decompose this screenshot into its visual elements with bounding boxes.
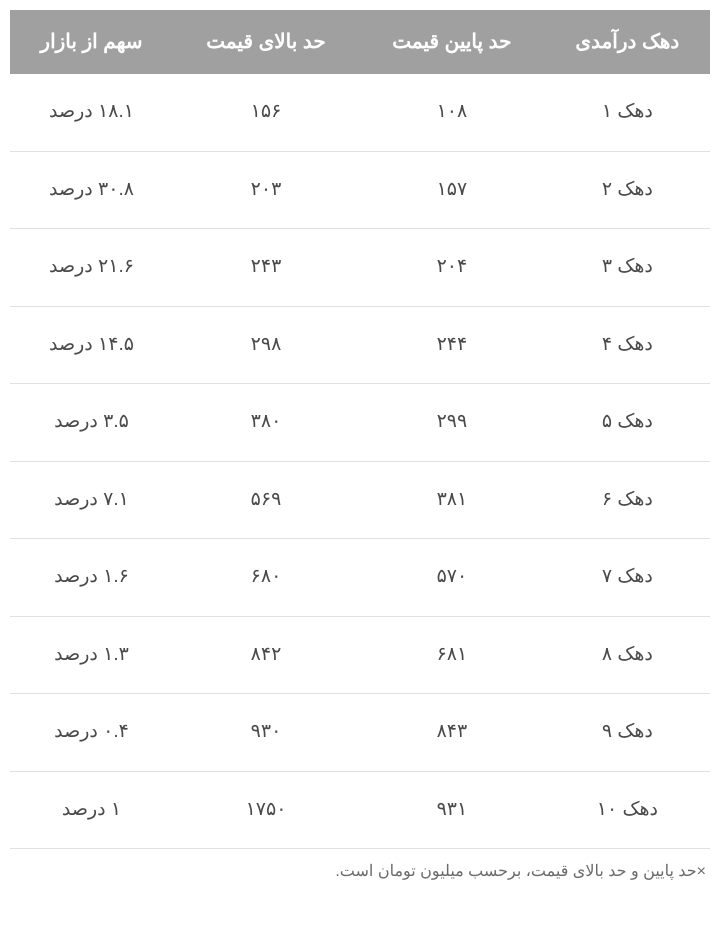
cell-share: ۷.۱ درصد	[10, 461, 173, 539]
cell-high: ۱۷۵۰	[173, 771, 359, 849]
col-market-share: سهم از بازار	[10, 10, 173, 74]
cell-share: ۰.۴ درصد	[10, 694, 173, 772]
col-decile: دهک درآمدی	[545, 10, 710, 74]
table-row: دهک ۶ ۳۸۱ ۵۶۹ ۷.۱ درصد	[10, 461, 710, 539]
table-row: دهک ۳ ۲۰۴ ۲۴۳ ۲۱.۶ درصد	[10, 229, 710, 307]
cell-low: ۹۳۱	[359, 771, 545, 849]
cell-decile: دهک ۳	[545, 229, 710, 307]
table-row: دهک ۸ ۶۸۱ ۸۴۲ ۱.۳ درصد	[10, 616, 710, 694]
cell-low: ۲۴۴	[359, 306, 545, 384]
cell-share: ۱۴.۵ درصد	[10, 306, 173, 384]
cell-share: ۱.۶ درصد	[10, 539, 173, 617]
cell-high: ۶۸۰	[173, 539, 359, 617]
cell-decile: دهک ۱	[545, 74, 710, 151]
cell-share: ۳۰.۸ درصد	[10, 151, 173, 229]
cell-low: ۶۸۱	[359, 616, 545, 694]
cell-low: ۱۰۸	[359, 74, 545, 151]
col-low-price: حد پایین قیمت	[359, 10, 545, 74]
col-high-price: حد بالای قیمت	[173, 10, 359, 74]
cell-share: ۳.۵ درصد	[10, 384, 173, 462]
cell-share: ۱ درصد	[10, 771, 173, 849]
table-row: دهک ۴ ۲۴۴ ۲۹۸ ۱۴.۵ درصد	[10, 306, 710, 384]
cell-high: ۲۴۳	[173, 229, 359, 307]
cell-high: ۱۵۶	[173, 74, 359, 151]
table-row: دهک ۱۰ ۹۳۱ ۱۷۵۰ ۱ درصد	[10, 771, 710, 849]
table-row: دهک ۵ ۲۹۹ ۳۸۰ ۳.۵ درصد	[10, 384, 710, 462]
cell-decile: دهک ۹	[545, 694, 710, 772]
table-row: دهک ۹ ۸۴۳ ۹۳۰ ۰.۴ درصد	[10, 694, 710, 772]
cell-low: ۳۸۱	[359, 461, 545, 539]
cell-decile: دهک ۸	[545, 616, 710, 694]
cell-high: ۵۶۹	[173, 461, 359, 539]
cell-low: ۸۴۳	[359, 694, 545, 772]
cell-decile: دهک ۴	[545, 306, 710, 384]
cell-low: ۲۹۹	[359, 384, 545, 462]
cell-share: ۱۸.۱ درصد	[10, 74, 173, 151]
cell-decile: دهک ۲	[545, 151, 710, 229]
cell-low: ۵۷۰	[359, 539, 545, 617]
cell-high: ۳۸۰	[173, 384, 359, 462]
income-decile-table: دهک درآمدی حد پایین قیمت حد بالای قیمت س…	[10, 10, 710, 849]
table-header-row: دهک درآمدی حد پایین قیمت حد بالای قیمت س…	[10, 10, 710, 74]
cell-share: ۲۱.۶ درصد	[10, 229, 173, 307]
table-row: دهک ۲ ۱۵۷ ۲۰۳ ۳۰.۸ درصد	[10, 151, 710, 229]
cell-decile: دهک ۷	[545, 539, 710, 617]
table-row: دهک ۷ ۵۷۰ ۶۸۰ ۱.۶ درصد	[10, 539, 710, 617]
table-row: دهک ۱ ۱۰۸ ۱۵۶ ۱۸.۱ درصد	[10, 74, 710, 151]
cell-share: ۱.۳ درصد	[10, 616, 173, 694]
cell-high: ۲۹۸	[173, 306, 359, 384]
cell-high: ۹۳۰	[173, 694, 359, 772]
cell-decile: دهک ۱۰	[545, 771, 710, 849]
cell-decile: دهک ۶	[545, 461, 710, 539]
footnote-text: ×حد پایین و حد بالای قیمت، برحسب میلیون …	[10, 849, 710, 881]
cell-low: ۲۰۴	[359, 229, 545, 307]
cell-decile: دهک ۵	[545, 384, 710, 462]
cell-high: ۸۴۲	[173, 616, 359, 694]
cell-low: ۱۵۷	[359, 151, 545, 229]
cell-high: ۲۰۳	[173, 151, 359, 229]
